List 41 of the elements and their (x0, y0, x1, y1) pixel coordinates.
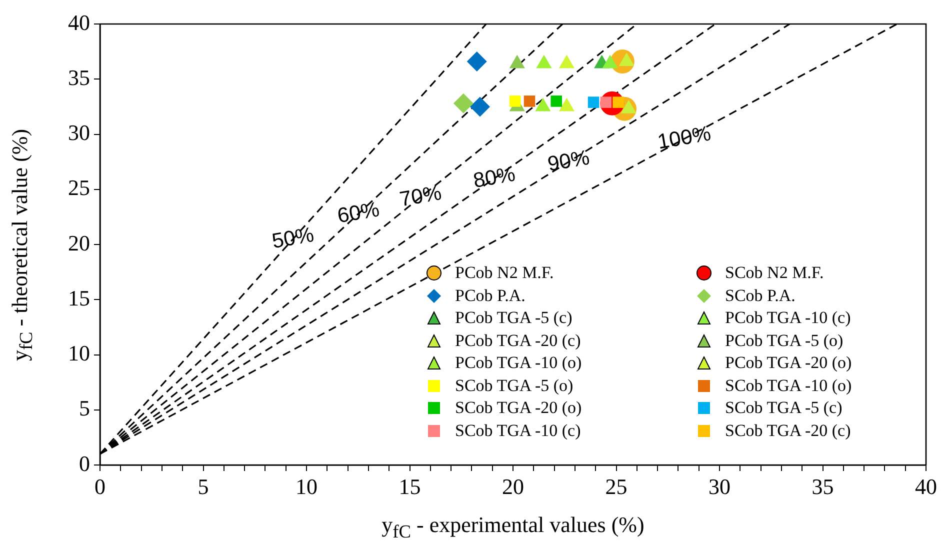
annotation: 90% (546, 146, 592, 176)
legend-label: PCob N2 M.F. (455, 262, 554, 284)
legend-label: SCob N2 M.F. (725, 262, 824, 284)
y-tick-label: 20 (68, 230, 90, 256)
y-tick-label: 30 (68, 120, 90, 146)
legend-label: SCob TGA -5 (c) (725, 397, 842, 419)
y-tick-label: 15 (68, 285, 90, 310)
legend-label: SCob TGA -5 (o) (455, 374, 574, 396)
x-tick-label: 30 (708, 474, 730, 499)
x-tick-label: 0 (94, 474, 106, 499)
legend-label: SCob P.A. (725, 284, 796, 306)
legend-label: PCob TGA -5 (c) (455, 307, 572, 329)
legend-label: PCob TGA -20 (o) (725, 352, 852, 374)
x-tick-label: 40 (915, 474, 937, 499)
x-tick-label: 35 (812, 474, 834, 499)
legend-label: PCob TGA -10 (o) (455, 352, 582, 374)
legend-label: PCob TGA -10 (c) (725, 307, 851, 329)
y-tick-label: 10 (68, 340, 90, 366)
x-tick-label: 15 (398, 474, 421, 499)
legend-label: PCob P.A. (455, 284, 526, 306)
annotation: 70% (398, 182, 444, 212)
x-axis-title: y$_{fC}$ - experimental values (%) (382, 512, 644, 542)
x-tick-label: 10 (296, 474, 318, 499)
annotation: 80% (472, 162, 517, 193)
y-tick-label: 5 (79, 396, 90, 421)
y-tick-label: 25 (68, 175, 90, 200)
legend-label: PCob TGA -5 (o) (725, 330, 844, 352)
annotation: 60% (336, 198, 382, 228)
y-tick-label: 35 (68, 64, 90, 90)
y-tick-label: 0 (79, 450, 90, 476)
legend-label: SCob TGA -20 (c) (725, 420, 851, 442)
legend-label: SCob TGA -10 (o) (725, 374, 852, 396)
annotation: 50% (270, 223, 316, 254)
legend-label: SCob TGA -10 (c) (455, 420, 581, 442)
x-tick-label: 20 (502, 474, 524, 499)
y-tick-label: 40 (68, 10, 90, 35)
legend-label: PCob TGA -20 (c) (455, 330, 581, 352)
annotation: 100% (656, 122, 713, 154)
x-tick-label: 5 (198, 474, 209, 499)
legend-label: SCob TGA -20 (o) (455, 397, 582, 419)
x-tick-label: 25 (605, 474, 628, 499)
